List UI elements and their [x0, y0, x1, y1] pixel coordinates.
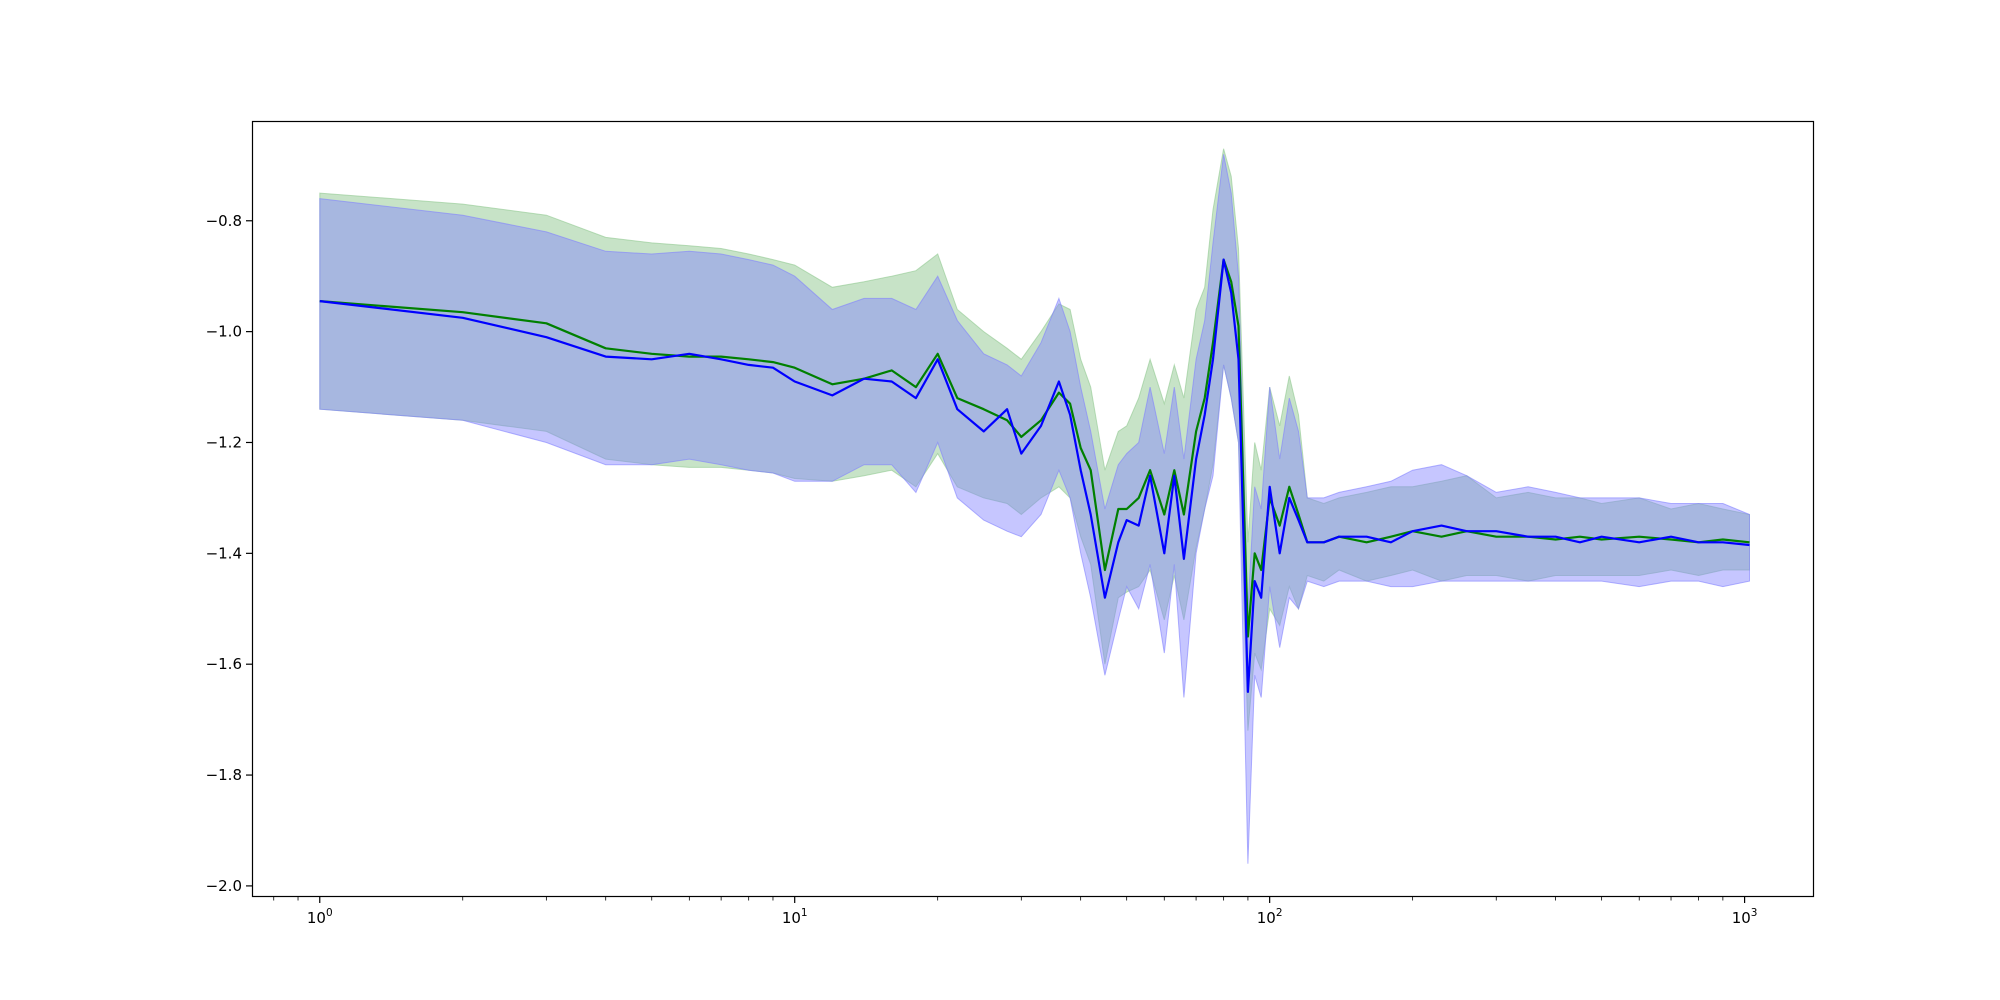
x-tick-label-0: 100: [307, 907, 333, 927]
x-tick-label-2: 102: [1257, 907, 1283, 927]
x-tick-label-1: 101: [782, 907, 808, 927]
y-tick-label-4: −1.6: [206, 655, 242, 673]
confidence-bands: [319, 148, 1750, 864]
series-1-line: [319, 258, 1750, 638]
series-2-line: [319, 258, 1750, 694]
y-tick-label-3: −1.4: [206, 544, 242, 562]
x-axis: 100 101 102 103: [273, 897, 1758, 927]
y-tick-label-0: −0.8: [206, 212, 242, 230]
y-axis: −0.8 −1.0 −1.2 −1.4 −1.6 −1.8 −2.0: [206, 212, 252, 895]
y-tick-label-5: −1.8: [206, 766, 242, 784]
y-tick-label-6: −2.0: [206, 877, 242, 895]
series-2-band: [319, 154, 1750, 864]
x-tick-label-3: 103: [1732, 907, 1758, 927]
y-tick-label-1: −1.0: [206, 323, 242, 341]
y-tick-label-2: −1.2: [206, 433, 242, 451]
series-lines: [319, 258, 1750, 694]
plot-frame: [251, 120, 1815, 898]
